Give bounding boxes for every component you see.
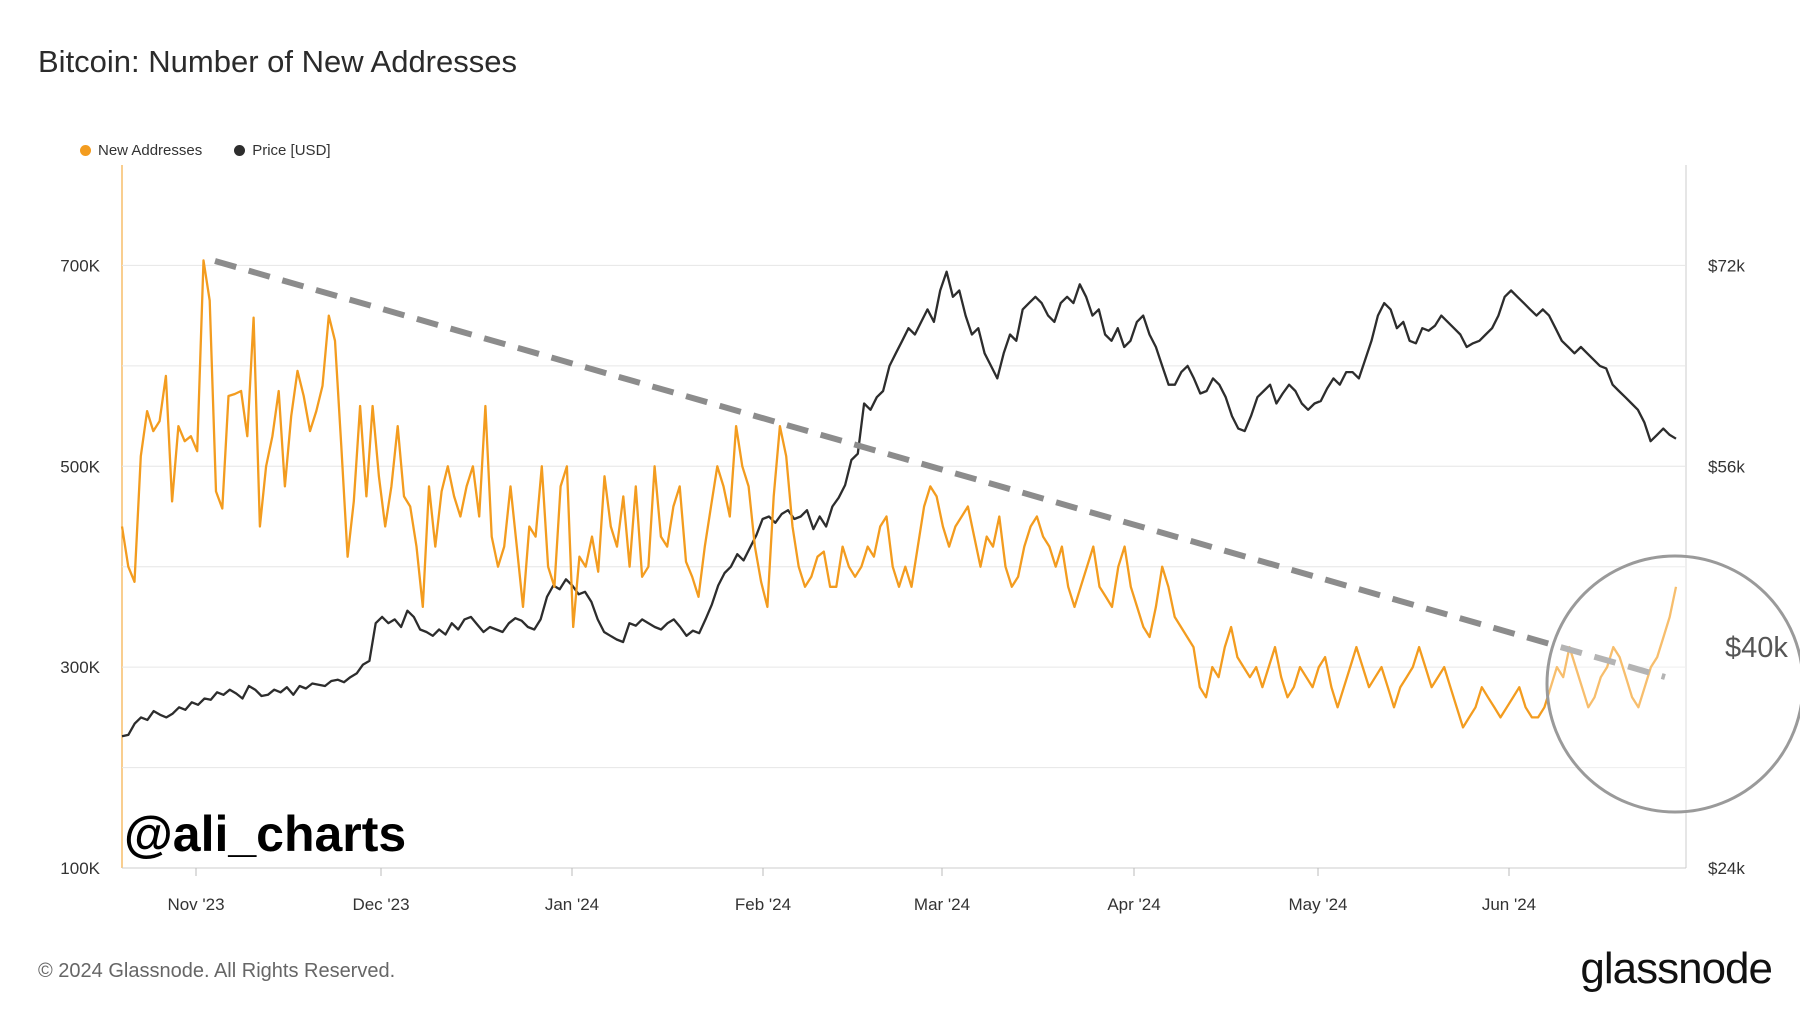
legend-item-new-addresses[interactable]: New Addresses [80,142,202,159]
watermark-text: @ali_charts [124,806,407,862]
y-left-tick-label: 300K [60,658,100,677]
x-tick-label: Apr '24 [1107,895,1160,914]
y-left-tick-label: 100K [60,859,100,878]
legend-label-new-addresses: New Addresses [98,142,203,159]
copyright-text: © 2024 Glassnode. All Rights Reserved. [38,960,396,982]
y-left-tick-label: 500K [60,457,100,476]
legend-label-price: Price [USD] [252,142,331,159]
brand-logo: glassnode [1580,944,1773,993]
legend-item-price[interactable]: Price [USD] [234,142,331,159]
y-left-tick-label: 700K [60,256,100,275]
y-right-tick-label: $24k [1708,859,1745,878]
trendline-dashed [214,258,1666,680]
x-tick-label: Feb '24 [735,895,791,914]
price-series-line [121,270,1677,738]
x-tick-label: Mar '24 [914,895,970,914]
legend: New Addresses Price [USD] [80,142,331,159]
y-right-tick-label: $72k [1708,256,1745,275]
magnifier-circle [1545,554,1800,814]
x-tick-label: Dec '23 [352,895,409,914]
y-right-tick-label: $56k [1708,457,1745,476]
x-tick-label: Jan '24 [545,895,599,914]
x-tick-label: Jun '24 [1482,895,1536,914]
legend-dot-new-addresses [80,145,91,156]
chart-title: Bitcoin: Number of New Addresses [38,44,517,79]
callout-price-label: $40k [1725,632,1788,664]
new-addresses-series-line [120,259,1678,729]
legend-dot-price [234,145,246,156]
x-tick-label: May '24 [1289,895,1348,914]
x-tick-label: Nov '23 [167,895,224,914]
